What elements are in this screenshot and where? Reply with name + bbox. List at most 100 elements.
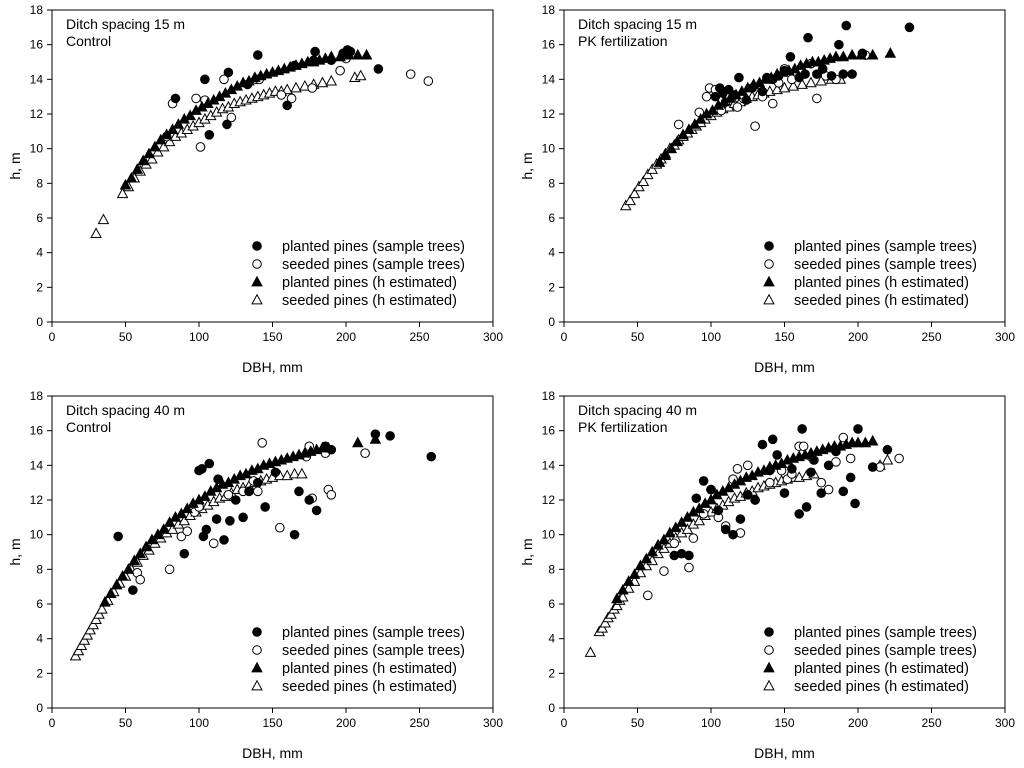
- data-point-planted-sample: [817, 64, 828, 74]
- x-tick-label: 0: [561, 330, 568, 344]
- y-axis-label: h, m: [7, 152, 23, 179]
- data-point-planted-estimated: [199, 490, 211, 501]
- data-point-planted-estimated: [163, 516, 176, 527]
- y-tick-label: 8: [548, 176, 555, 190]
- data-point-planted-sample: [757, 86, 768, 97]
- data-point-seeded-sample: [182, 526, 193, 536]
- data-point-seeded-estimated: [87, 618, 99, 630]
- series-planted-sample: [113, 429, 437, 595]
- x-tick-label: 100: [701, 716, 721, 730]
- data-point-seeded-estimated: [787, 80, 800, 91]
- data-point-planted-estimated: [866, 48, 879, 60]
- x-tick-label: 300: [483, 716, 503, 730]
- x-tick-label: 50: [631, 716, 645, 730]
- data-point-planted-sample: [720, 524, 731, 535]
- data-point-planted-sample: [691, 493, 702, 504]
- data-point-seeded-sample: [195, 142, 206, 152]
- legend-label: planted pines (sample trees): [794, 239, 977, 255]
- data-point-planted-sample: [311, 505, 322, 516]
- legend: planted pines (sample trees) seeded pines…: [763, 625, 977, 695]
- chart-panel-bottom-right: 0 50 100 150 200 250 300 0 2 4 6 8 10 12 14 16 18 DBH, mm…: [512, 386, 1024, 768]
- x-tick-label: 100: [189, 330, 209, 344]
- data-point-planted-sample: [904, 22, 915, 33]
- data-point-planted-sample: [170, 93, 181, 104]
- data-point-planted-sample: [385, 431, 395, 441]
- data-point-seeded-estimated: [316, 76, 329, 88]
- data-point-planted-estimated: [125, 171, 138, 183]
- data-point-planted-sample: [785, 52, 796, 62]
- legend-label: seeded pines (h estimated): [794, 679, 969, 695]
- data-point-planted-sample: [113, 531, 123, 542]
- x-tick-label: 200: [848, 330, 868, 344]
- data-point-planted-sample: [213, 474, 223, 484]
- x-tick-label: 50: [119, 716, 133, 730]
- data-point-planted-sample: [197, 464, 207, 474]
- data-point-planted-sample: [787, 464, 797, 474]
- data-point-planted-estimated: [152, 528, 164, 540]
- chart-title-line: Ditch spacing 40 m: [578, 402, 697, 418]
- data-point-planted-sample: [326, 55, 337, 66]
- data-point-seeded-sample: [257, 438, 268, 448]
- data-point-seeded-sample: [226, 112, 237, 123]
- data-point-seeded-sample: [405, 69, 416, 79]
- data-point-planted-sample: [304, 495, 315, 505]
- data-point-planted-sample: [757, 439, 768, 450]
- data-point-planted-estimated: [652, 538, 664, 550]
- x-tick-label: 50: [119, 330, 133, 344]
- legend-label: seeded pines (sample trees): [282, 643, 465, 659]
- y-tick-label: 0: [548, 315, 555, 329]
- data-point-planted-sample: [831, 446, 841, 457]
- legend-marker-seeded-sample: [764, 259, 774, 269]
- data-point-planted-estimated: [122, 563, 135, 574]
- legend-marker-seeded-sample: [252, 259, 262, 269]
- x-tick-label: 300: [995, 330, 1015, 344]
- legend-marker-seeded-estimated: [251, 293, 263, 305]
- y-tick-label: 14: [30, 72, 44, 86]
- legend-label: seeded pines (h estimated): [794, 293, 969, 309]
- data-point-planted-sample: [857, 48, 868, 59]
- data-point-seeded-sample: [669, 538, 680, 549]
- data-point-seeded-estimated: [354, 69, 367, 81]
- data-point-planted-sample: [294, 486, 304, 497]
- data-point-seeded-estimated: [815, 74, 828, 86]
- data-point-seeded-estimated: [81, 628, 94, 640]
- data-point-planted-estimated: [866, 434, 879, 446]
- data-point-seeded-estimated: [75, 639, 88, 650]
- series-planted-estimated: [611, 434, 879, 604]
- legend-label: planted pines (sample trees): [282, 625, 465, 641]
- data-point-seeded-estimated: [642, 168, 654, 180]
- data-point-planted-sample: [816, 488, 827, 498]
- data-point-planted-estimated: [664, 526, 676, 538]
- data-point-planted-estimated: [617, 583, 629, 595]
- legend-label: planted pines (h estimated): [794, 275, 969, 291]
- data-point-planted-sample: [742, 490, 753, 500]
- data-point-planted-estimated: [884, 47, 897, 58]
- y-tick-label: 12: [30, 107, 44, 121]
- series-planted-estimated: [99, 433, 382, 607]
- data-point-planted-estimated: [681, 511, 694, 522]
- data-point-seeded-sample: [360, 448, 370, 458]
- data-point-planted-sample: [741, 95, 752, 105]
- data-point-seeded-estimated: [681, 523, 694, 534]
- y-tick-label: 2: [548, 666, 555, 680]
- data-point-planted-sample: [806, 467, 816, 478]
- y-tick-label: 2: [548, 280, 555, 294]
- x-tick-label: 150: [774, 716, 794, 730]
- y-tick-label: 4: [548, 246, 555, 260]
- data-point-planted-estimated: [622, 575, 635, 586]
- data-point-seeded-estimated: [166, 523, 179, 534]
- data-point-planted-estimated: [634, 559, 647, 571]
- data-point-planted-sample: [734, 72, 744, 83]
- legend-label: planted pines (h estimated): [794, 661, 969, 677]
- legend-label: seeded pines (sample trees): [282, 257, 465, 273]
- data-point-planted-estimated: [669, 521, 682, 533]
- y-tick-label: 14: [542, 458, 556, 472]
- data-point-planted-sample: [222, 119, 232, 130]
- y-tick-label: 12: [30, 493, 44, 507]
- legend-label: seeded pines (sample trees): [794, 643, 977, 659]
- data-point-seeded-sample: [684, 562, 694, 573]
- x-tick-label: 0: [49, 716, 56, 730]
- legend-label: planted pines (sample trees): [282, 239, 465, 255]
- data-point-planted-estimated: [640, 552, 653, 564]
- legend-marker-planted-sample: [252, 627, 262, 637]
